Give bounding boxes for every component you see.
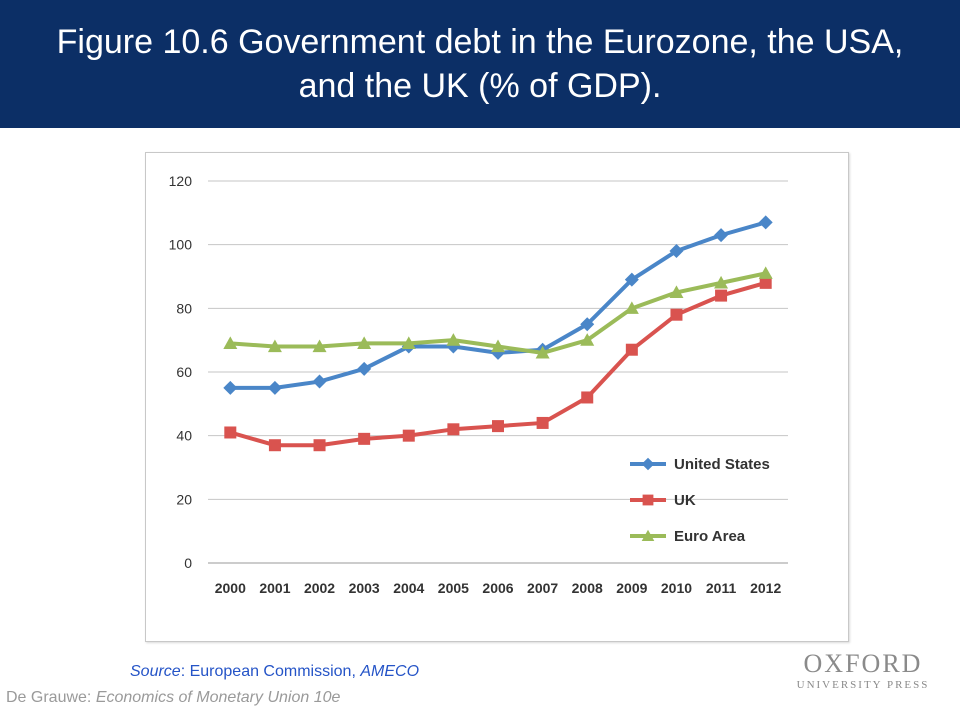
data-point: [223, 380, 238, 395]
data-point: [313, 439, 326, 452]
data-point: [224, 426, 237, 439]
legend-label: United States: [674, 456, 770, 473]
slide-title: Figure 10.6 Government debt in the Euroz…: [56, 23, 904, 105]
data-point: [714, 228, 729, 243]
publisher-subname: UNIVERSITY PRESS: [796, 679, 930, 691]
x-tick-label: 2001: [259, 580, 290, 596]
data-point: [624, 272, 639, 287]
data-point: [580, 317, 595, 332]
x-tick-label: 2000: [215, 580, 246, 596]
data-point: [715, 289, 728, 302]
y-tick-label: 40: [176, 428, 192, 444]
data-point: [357, 361, 372, 376]
chart-container: 0 20 40 60 80 100 120 2000 2001 2002 2003 2004 2005 2…: [145, 152, 849, 642]
data-point: [357, 336, 372, 349]
data-point: [447, 423, 460, 436]
data-point: [624, 301, 639, 314]
data-point: [446, 339, 461, 354]
data-point: [642, 494, 654, 506]
book-citation: De Grauwe: Economics of Monetary Union 1…: [6, 689, 340, 707]
data-point: [491, 339, 505, 353]
line-chart: 0 20 40 60 80 100 120 2000 2001 2002 2003 2004 2005 2…: [169, 173, 788, 596]
legend-label: Euro Area: [674, 528, 746, 545]
x-tick-label: 2009: [616, 580, 647, 596]
source-text: : European Commission,: [180, 663, 361, 680]
x-tick-label: 2010: [661, 580, 692, 596]
data-point: [492, 420, 504, 433]
data-point: [714, 275, 729, 289]
data-point: [758, 215, 773, 230]
data-point: [581, 391, 594, 404]
data-point: [641, 529, 655, 542]
data-point: [446, 333, 461, 346]
data-point: [312, 374, 327, 389]
y-tick-label: 60: [176, 364, 192, 380]
data-point: [223, 336, 238, 349]
data-point: [669, 285, 684, 299]
data-point: [268, 439, 281, 452]
data-point: [758, 266, 773, 279]
x-tick-label: 2012: [750, 580, 781, 596]
y-tick-label: 0: [184, 555, 192, 571]
x-tick-label: 2004: [393, 580, 424, 596]
x-tick-label: 2008: [572, 580, 603, 596]
source-prefix: Source: [130, 663, 181, 680]
y-tick-label: 120: [169, 173, 193, 189]
x-tick-label: 2006: [482, 580, 513, 596]
slide-header: Figure 10.6 Government debt in the Euroz…: [0, 0, 960, 128]
publisher-name: OXFORD: [803, 649, 923, 678]
source-note: Source: European Commission, AMECO: [130, 663, 419, 681]
data-point: [759, 276, 772, 289]
data-point: [536, 416, 549, 429]
source-dataset: AMECO: [360, 663, 420, 680]
x-tick-label: 2011: [706, 580, 737, 596]
data-point: [312, 339, 327, 353]
book-author: De Grauwe:: [6, 689, 96, 706]
x-tick-label: 2005: [438, 580, 469, 596]
data-point: [535, 345, 550, 359]
publisher-logo: OXFORD UNIVERSITY PRESS: [796, 650, 930, 692]
legend-label: UK: [674, 492, 696, 509]
data-point: [625, 343, 638, 356]
data-point: [641, 457, 655, 471]
data-point: [358, 432, 371, 445]
x-tick-label: 2003: [349, 580, 380, 596]
data-point: [669, 244, 684, 259]
book-title: Economics of Monetary Union 10e: [95, 689, 341, 706]
y-tick-label: 100: [169, 237, 193, 253]
series-line: [228, 220, 768, 390]
x-tick-label: 2007: [527, 580, 558, 596]
y-tick-label: 20: [176, 491, 192, 507]
data-point: [580, 333, 595, 346]
x-tick-label: 2002: [304, 580, 335, 596]
data-point: [267, 380, 282, 395]
y-tick-label: 80: [176, 300, 192, 316]
data-point: [267, 339, 282, 353]
data-point: [401, 336, 416, 349]
data-point: [670, 308, 683, 321]
data-point: [402, 429, 415, 442]
